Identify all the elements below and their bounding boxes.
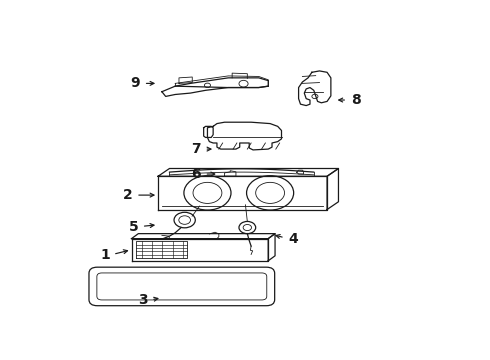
Text: 6: 6 bbox=[191, 167, 201, 181]
Text: 5: 5 bbox=[128, 220, 138, 234]
Text: 1: 1 bbox=[100, 248, 110, 262]
Text: 7: 7 bbox=[191, 142, 201, 156]
Text: 9: 9 bbox=[130, 76, 140, 90]
Text: 2: 2 bbox=[123, 188, 133, 202]
Text: 4: 4 bbox=[288, 231, 298, 246]
Text: 3: 3 bbox=[138, 293, 147, 307]
Text: 8: 8 bbox=[351, 93, 361, 107]
